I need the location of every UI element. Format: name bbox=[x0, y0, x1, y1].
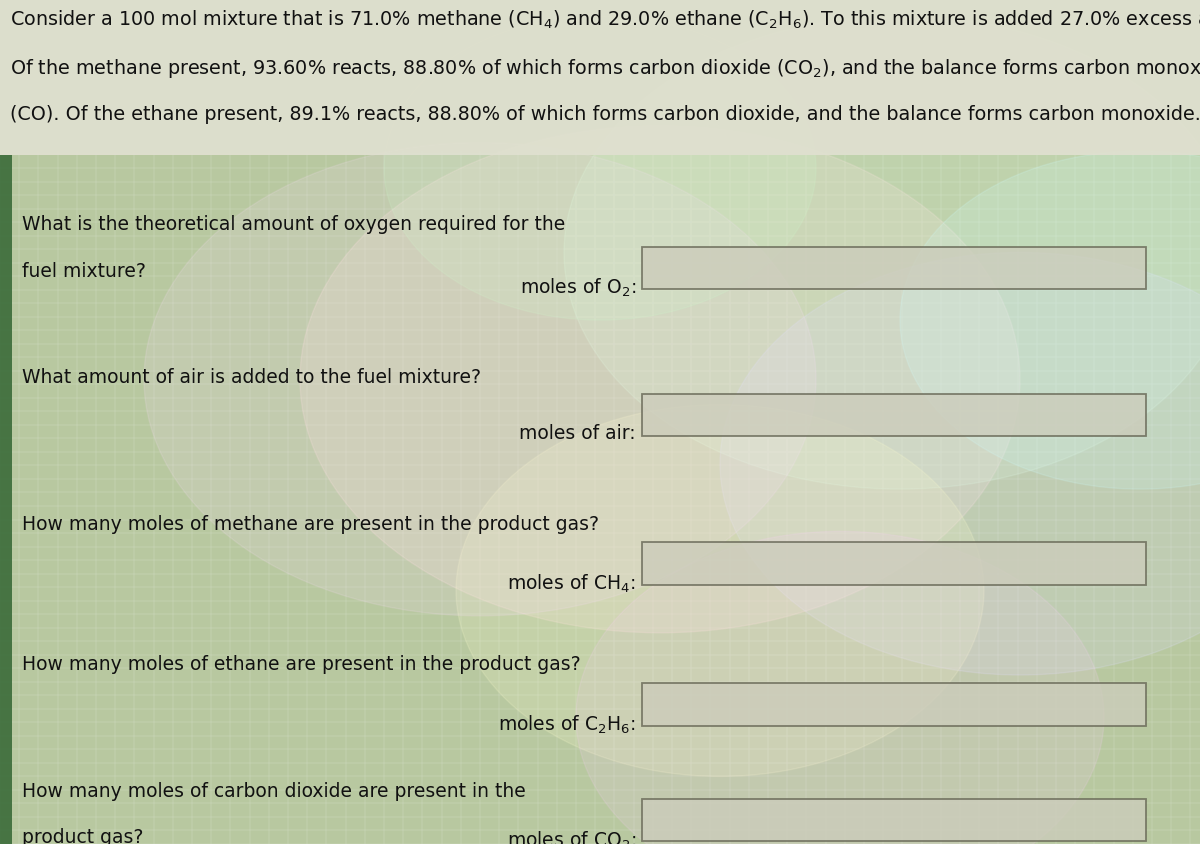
Text: (CO). Of the ethane present, 89.1% reacts, 88.80% of which forms carbon dioxide,: (CO). Of the ethane present, 89.1% react… bbox=[10, 105, 1200, 123]
Text: How many moles of carbon dioxide are present in the: How many moles of carbon dioxide are pre… bbox=[22, 781, 526, 799]
Text: moles of air:: moles of air: bbox=[520, 424, 636, 442]
Bar bbox=[642, 799, 1146, 841]
Text: moles of CO$_2$:: moles of CO$_2$: bbox=[506, 829, 636, 844]
Circle shape bbox=[576, 532, 1104, 844]
Text: Of the methane present, 93.60% reacts, 88.80% of which forms carbon dioxide (CO$: Of the methane present, 93.60% reacts, 8… bbox=[10, 57, 1200, 79]
Circle shape bbox=[900, 152, 1200, 490]
Circle shape bbox=[456, 405, 984, 776]
Circle shape bbox=[720, 253, 1200, 675]
Text: moles of O$_2$:: moles of O$_2$: bbox=[520, 277, 636, 299]
Bar bbox=[642, 394, 1146, 436]
Text: product gas?: product gas? bbox=[22, 827, 143, 844]
Bar bbox=[642, 543, 1146, 585]
Bar bbox=[642, 247, 1146, 289]
Bar bbox=[0, 0, 1200, 156]
Text: moles of CH$_4$:: moles of CH$_4$: bbox=[508, 572, 636, 594]
Text: Consider a 100 mol mixture that is 71.0% methane (CH$_4$) and 29.0% ethane (C$_2: Consider a 100 mol mixture that is 71.0%… bbox=[10, 8, 1200, 30]
Circle shape bbox=[144, 143, 816, 616]
Bar bbox=[642, 684, 1146, 726]
Text: fuel mixture?: fuel mixture? bbox=[22, 262, 145, 280]
Circle shape bbox=[384, 17, 816, 321]
Text: What amount of air is added to the fuel mixture?: What amount of air is added to the fuel … bbox=[22, 367, 480, 386]
Text: What is the theoretical amount of oxygen required for the: What is the theoretical amount of oxygen… bbox=[22, 215, 565, 234]
Circle shape bbox=[300, 127, 1020, 633]
Text: moles of C$_2$H$_6$:: moles of C$_2$H$_6$: bbox=[498, 713, 636, 735]
Text: How many moles of ethane are present in the product gas?: How many moles of ethane are present in … bbox=[22, 654, 581, 673]
Bar bbox=[0, 156, 12, 844]
Text: How many moles of methane are present in the product gas?: How many moles of methane are present in… bbox=[22, 515, 599, 533]
Circle shape bbox=[564, 17, 1200, 490]
